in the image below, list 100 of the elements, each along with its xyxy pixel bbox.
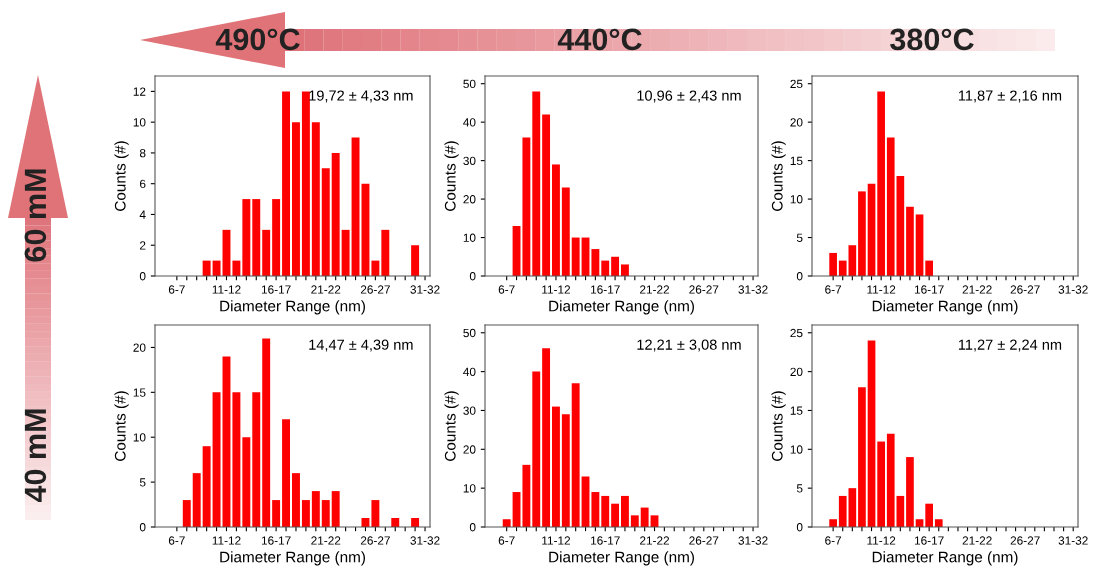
x-tick-label: 6-7 [168, 285, 185, 294]
bar [381, 229, 390, 276]
bar [571, 383, 580, 527]
y-tick-label: 50 [463, 328, 476, 338]
y-tick-label: 0 [469, 523, 476, 532]
bar [561, 414, 570, 527]
bar [886, 433, 895, 527]
bar [611, 503, 620, 527]
bar [262, 229, 271, 276]
annotation: 11,87 ± 2,16 nm [958, 90, 1062, 103]
y-tick-label: 30 [463, 406, 476, 415]
bar [896, 176, 905, 276]
x-tick-label: 26-27 [360, 285, 390, 294]
x-tick-label: 31-32 [410, 285, 440, 294]
y-axis-title: Counts (#) [771, 391, 786, 461]
y-tick-label: 25 [790, 79, 803, 89]
bar [552, 406, 560, 527]
y-tick-label: 2 [140, 241, 146, 250]
bar [522, 137, 531, 276]
x-tick-label: 21-22 [640, 536, 670, 545]
bar [867, 183, 876, 276]
x-axis-title: Diameter Range (nm) [220, 300, 365, 315]
x-tick-label: 31-32 [410, 536, 440, 545]
x-tick-label: 21-22 [962, 536, 992, 545]
bar [552, 164, 560, 276]
y-tick-label: 10 [790, 195, 803, 204]
x-tick-label: 26-27 [1010, 536, 1040, 545]
text: 490°C [215, 28, 300, 51]
bar [371, 260, 380, 276]
y-axis-title: Counts (#) [114, 391, 129, 461]
bar [282, 419, 291, 527]
bar [621, 264, 629, 276]
bar [272, 199, 281, 276]
y-tick-label: 20 [790, 367, 803, 377]
x-tick-label: 16-17 [914, 285, 944, 294]
x-axis-title: Diameter Range (nm) [549, 551, 694, 566]
bar [212, 260, 221, 276]
bar [877, 91, 885, 276]
bar [411, 245, 420, 276]
bar [886, 137, 895, 276]
bar [321, 500, 330, 527]
y-tick-label: 20 [463, 195, 476, 204]
bar [611, 256, 620, 276]
x-tick-label: 21-22 [640, 285, 670, 294]
y-tick-label: 8 [139, 148, 146, 158]
y-tick-label: 20 [463, 445, 476, 454]
x-tick-label: 31-32 [738, 285, 768, 294]
x-tick-label: 11-12 [867, 285, 896, 294]
bar [311, 122, 320, 276]
y-tick-label: 5 [796, 484, 803, 493]
x-tick-label: 6-7 [498, 536, 515, 545]
bar [571, 237, 580, 276]
y-tick-label: 10 [463, 233, 476, 242]
bar [242, 199, 251, 276]
x-axis-title: Diameter Range (nm) [549, 300, 694, 315]
x-tick-label: 21-22 [311, 536, 341, 545]
bar [829, 252, 837, 276]
bar [292, 122, 300, 276]
bar [202, 446, 211, 527]
y-tick-label: 10 [133, 118, 146, 127]
y-tick-label: 20 [133, 343, 146, 352]
annotation: 10,96 ± 2,43 nm [637, 90, 741, 103]
x-tick-label: 6-7 [825, 536, 842, 545]
bar [591, 492, 600, 527]
bar [411, 518, 420, 527]
bar [341, 229, 350, 276]
bar [282, 91, 291, 276]
y-tick-label: 12 [133, 87, 146, 96]
x-tick-label: 11-12 [542, 536, 571, 545]
bar [561, 187, 570, 276]
x-axis-title: Diameter Range (nm) [220, 551, 365, 566]
y-tick-label: 0 [796, 523, 803, 532]
x-tick-label: 11-12 [212, 536, 241, 545]
bar [542, 114, 551, 276]
text: 380°C [890, 28, 974, 51]
bar [621, 495, 629, 527]
annotation: 14,47 ± 4,39 nm [309, 339, 413, 352]
text: 440°C [557, 28, 642, 51]
y-tick-label: 10 [790, 445, 803, 454]
y-axis-title: Counts (#) [444, 141, 459, 211]
y-axis-title: Counts (#) [771, 141, 786, 211]
y-tick-label: 20 [790, 118, 803, 127]
x-tick-label: 6-7 [168, 536, 185, 545]
y-tick-label: 30 [463, 156, 476, 166]
bar [301, 500, 310, 527]
bar [601, 495, 610, 527]
text: 60 mM [24, 169, 47, 262]
bar [361, 518, 370, 527]
x-tick-label: 6-7 [825, 285, 842, 294]
y-tick-label: 5 [796, 233, 803, 242]
y-tick-label: 6 [140, 179, 146, 189]
x-tick-label: 16-17 [591, 536, 620, 545]
y-tick-label: 0 [469, 272, 476, 281]
x-tick-label: 11-12 [542, 285, 571, 294]
bar [829, 519, 837, 527]
bar [532, 371, 541, 527]
bar [262, 338, 271, 527]
x-tick-label: 31-32 [1058, 536, 1088, 545]
y-tick-label: 25 [790, 328, 803, 338]
x-tick-label: 31-32 [738, 536, 768, 545]
